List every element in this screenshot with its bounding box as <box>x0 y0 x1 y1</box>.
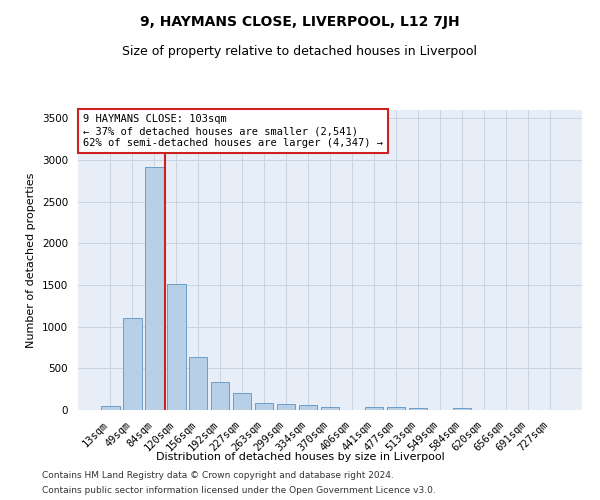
Text: 9 HAYMANS CLOSE: 103sqm
← 37% of detached houses are smaller (2,541)
62% of semi: 9 HAYMANS CLOSE: 103sqm ← 37% of detache… <box>83 114 383 148</box>
Bar <box>299 406 317 410</box>
Bar <box>277 404 295 410</box>
Y-axis label: Number of detached properties: Number of detached properties <box>26 172 37 348</box>
Bar <box>320 406 340 410</box>
Bar <box>167 284 185 410</box>
Text: 9, HAYMANS CLOSE, LIVERPOOL, L12 7JH: 9, HAYMANS CLOSE, LIVERPOOL, L12 7JH <box>140 15 460 29</box>
Bar <box>255 402 274 410</box>
Text: Size of property relative to detached houses in Liverpool: Size of property relative to detached ho… <box>122 45 478 58</box>
Bar <box>123 318 142 410</box>
Bar <box>409 408 427 410</box>
Bar <box>386 407 405 410</box>
Bar <box>145 166 164 410</box>
Text: Contains HM Land Registry data © Crown copyright and database right 2024.: Contains HM Land Registry data © Crown c… <box>42 471 394 480</box>
Bar <box>452 408 471 410</box>
Text: Distribution of detached houses by size in Liverpool: Distribution of detached houses by size … <box>155 452 445 462</box>
Bar <box>365 406 383 410</box>
Bar <box>101 406 119 410</box>
Bar <box>233 394 251 410</box>
Bar <box>189 356 208 410</box>
Text: Contains public sector information licensed under the Open Government Licence v3: Contains public sector information licen… <box>42 486 436 495</box>
Bar <box>211 382 229 410</box>
